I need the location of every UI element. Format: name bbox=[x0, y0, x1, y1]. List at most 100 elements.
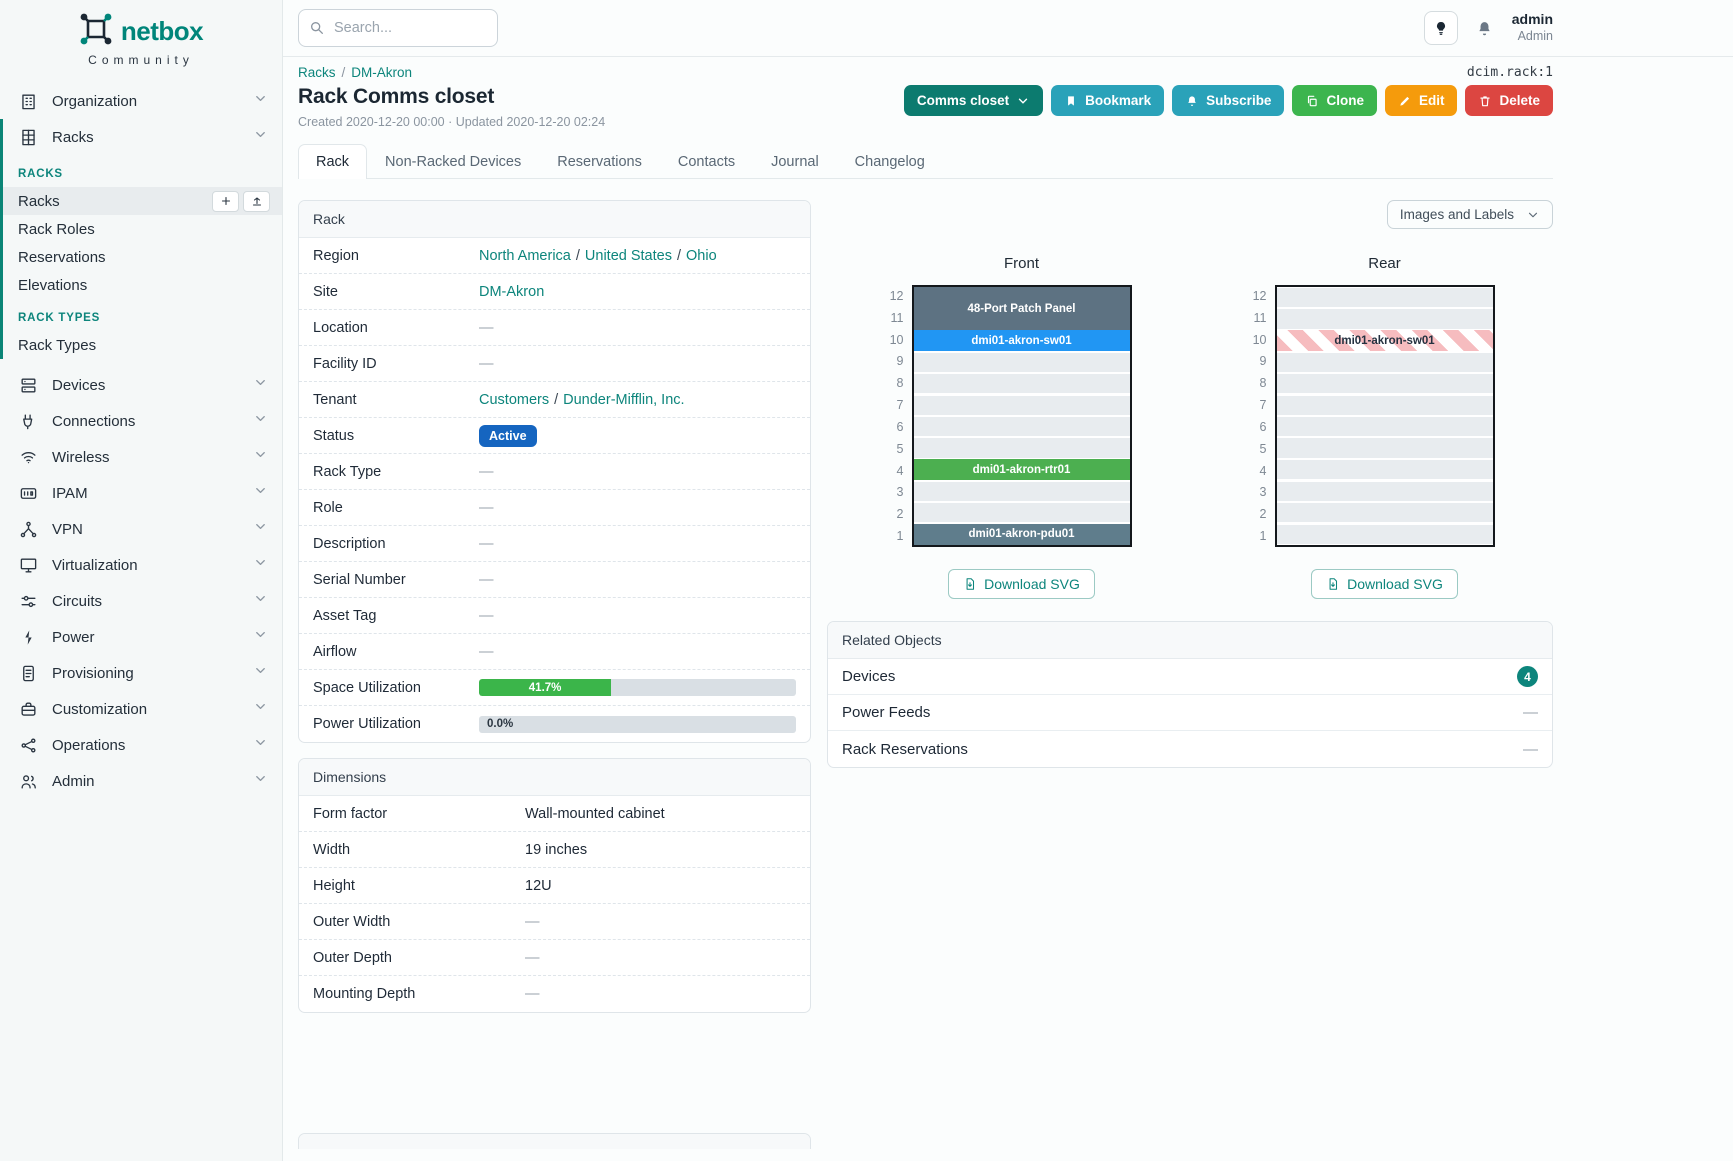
notifications-button[interactable] bbox=[1472, 19, 1498, 38]
attr-row-height: Height 12U bbox=[299, 868, 810, 904]
sidebar-item-label: Circuits bbox=[52, 592, 103, 610]
rack-device-rtr01[interactable]: dmi01-akron-rtr01 bbox=[913, 459, 1130, 481]
counter-icon bbox=[18, 483, 38, 503]
sidebar-item-ipam[interactable]: IPAM bbox=[0, 475, 282, 511]
sidebar-item-circuits[interactable]: Circuits bbox=[0, 583, 282, 619]
tab-rack[interactable]: Rack bbox=[298, 144, 368, 179]
tab-non-racked-devices[interactable]: Non-Racked Devices bbox=[385, 154, 522, 170]
plug-icon bbox=[18, 411, 38, 431]
sidebar-item-rack-roles[interactable]: Rack Roles bbox=[3, 215, 282, 243]
empty-slot-u5[interactable] bbox=[1276, 437, 1493, 459]
rack-device-sw01[interactable]: dmi01-akron-sw01 bbox=[913, 330, 1130, 352]
sidebar-item-operations[interactable]: Operations bbox=[0, 727, 282, 763]
user-menu[interactable]: admin Admin bbox=[1512, 11, 1553, 44]
rack-device-pdu01[interactable]: dmi01-akron-pdu01 bbox=[913, 523, 1130, 545]
sidebar-item-organization[interactable]: Organization bbox=[0, 83, 282, 119]
bookmark-button[interactable]: Bookmark bbox=[1051, 85, 1165, 116]
unit-label: 11 bbox=[1253, 310, 1267, 325]
rack-device-sw01-rear[interactable]: dmi01-akron-sw01 bbox=[1276, 330, 1493, 352]
region-link[interactable]: North America bbox=[479, 247, 571, 264]
region-link[interactable]: United States bbox=[584, 247, 672, 264]
search-box[interactable] bbox=[298, 9, 498, 47]
sidebar-item-connections[interactable]: Connections bbox=[0, 403, 282, 439]
attr-label: Site bbox=[313, 283, 338, 300]
add-button[interactable] bbox=[212, 190, 239, 212]
empty-slot-u6[interactable] bbox=[1276, 416, 1493, 438]
sidebar-item-power[interactable]: Power bbox=[0, 619, 282, 655]
sidebar-item-rack-types[interactable]: Rack Types bbox=[3, 331, 282, 359]
empty-slot-u9[interactable] bbox=[913, 351, 1130, 373]
theme-toggle-button[interactable] bbox=[1423, 11, 1458, 45]
empty-value: — bbox=[479, 535, 494, 552]
chevron-down-icon bbox=[253, 91, 268, 111]
site-link[interactable]: DM-Akron bbox=[479, 283, 545, 300]
empty-slot-u12[interactable] bbox=[1276, 287, 1493, 309]
tab-changelog[interactable]: Changelog bbox=[854, 154, 925, 170]
breadcrumb-link-racks[interactable]: Racks bbox=[298, 65, 336, 80]
value-separator: / bbox=[676, 247, 681, 264]
sidebar-item-racks-menu[interactable]: Racks bbox=[3, 119, 282, 155]
breadcrumb-link-site[interactable]: DM-Akron bbox=[351, 65, 413, 80]
space-utilization-bar: 41.7% bbox=[479, 679, 796, 696]
search-icon bbox=[311, 21, 323, 34]
sidebar-item-racks[interactable]: Racks bbox=[3, 187, 282, 215]
region-link[interactable]: Ohio bbox=[686, 247, 717, 264]
device-group-dropdown-button[interactable]: Comms closet bbox=[903, 85, 1044, 116]
search-input[interactable] bbox=[334, 20, 474, 36]
sidebar-item-admin[interactable]: Admin bbox=[0, 763, 282, 799]
empty-slot-u3[interactable] bbox=[1276, 480, 1493, 502]
clone-button[interactable]: Clone bbox=[1292, 85, 1377, 116]
import-button[interactable] bbox=[243, 190, 270, 212]
tenant-link[interactable]: Dunder-Mifflin, Inc. bbox=[563, 391, 685, 408]
elevation-view-select[interactable]: Images and Labels bbox=[1386, 200, 1553, 229]
tab-journal[interactable]: Journal bbox=[771, 154, 819, 170]
empty-slot-u11[interactable] bbox=[1276, 308, 1493, 330]
delete-button-label: Delete bbox=[1499, 93, 1540, 108]
empty-slot-u7[interactable] bbox=[1276, 394, 1493, 416]
empty-slot-u8[interactable] bbox=[913, 372, 1130, 395]
download-svg-rear-button[interactable]: Download SVG bbox=[1311, 569, 1458, 599]
related-row-rack-reservations[interactable]: Rack Reservations — bbox=[828, 731, 1552, 767]
empty-slot-u2[interactable] bbox=[1276, 501, 1493, 524]
unit-label: 12 bbox=[1252, 288, 1267, 303]
brand[interactable]: netbox Community bbox=[0, 12, 282, 67]
sidebar-item-vpn[interactable]: VPN bbox=[0, 511, 282, 547]
value-separator: / bbox=[554, 391, 559, 408]
sidebar-item-provisioning[interactable]: Provisioning bbox=[0, 655, 282, 691]
sidebar-item-customization[interactable]: Customization bbox=[0, 691, 282, 727]
sidebar-item-devices[interactable]: Devices bbox=[0, 367, 282, 403]
attr-row-serial: Serial Number — bbox=[299, 562, 810, 598]
empty-value: — bbox=[525, 949, 540, 966]
empty-slot-u6[interactable] bbox=[913, 416, 1130, 438]
attr-label: Status bbox=[313, 427, 355, 444]
unit-label: 2 bbox=[1259, 507, 1267, 522]
sidebar-item-elevations[interactable]: Elevations bbox=[3, 271, 282, 299]
empty-slot-u1[interactable] bbox=[1276, 523, 1493, 545]
empty-value: — bbox=[479, 607, 494, 624]
empty-slot-u4[interactable] bbox=[1276, 459, 1493, 481]
sidebar-item-reservations[interactable]: Reservations bbox=[3, 243, 282, 271]
related-row-devices[interactable]: Devices 4 bbox=[828, 659, 1552, 695]
empty-slot-u8[interactable] bbox=[1276, 372, 1493, 395]
empty-slot-u9[interactable] bbox=[1276, 351, 1493, 373]
download-svg-front-button[interactable]: Download SVG bbox=[948, 569, 1095, 599]
attr-row-airflow: Airflow — bbox=[299, 634, 810, 670]
empty-slot-u7[interactable] bbox=[913, 394, 1130, 416]
sidebar-item-virtualization[interactable]: Virtualization bbox=[0, 547, 282, 583]
empty-slot-u5[interactable] bbox=[913, 437, 1130, 459]
edit-button[interactable]: Edit bbox=[1384, 85, 1458, 116]
empty-value: — bbox=[479, 499, 494, 516]
tab-reservations[interactable]: Reservations bbox=[557, 154, 642, 170]
space-utilization-value: 41.7% bbox=[528, 681, 562, 694]
delete-button[interactable]: Delete bbox=[1465, 85, 1553, 116]
sidebar-item-wireless[interactable]: Wireless bbox=[0, 439, 282, 475]
empty-slot-u3[interactable] bbox=[913, 480, 1130, 502]
tenant-group-link[interactable]: Customers bbox=[479, 391, 550, 408]
rack-device-patch-panel[interactable]: 48-Port Patch Panel bbox=[913, 287, 1130, 330]
attr-row-tenant: Tenant Customers / Dunder-Mifflin, Inc. bbox=[299, 382, 810, 418]
rear-rack-elevation: dmi01-akron-sw01 bbox=[1274, 285, 1495, 547]
related-row-power-feeds[interactable]: Power Feeds — bbox=[828, 695, 1552, 731]
empty-slot-u2[interactable] bbox=[913, 501, 1130, 524]
tab-contacts[interactable]: Contacts bbox=[677, 154, 736, 170]
subscribe-button[interactable]: Subscribe bbox=[1172, 85, 1285, 116]
